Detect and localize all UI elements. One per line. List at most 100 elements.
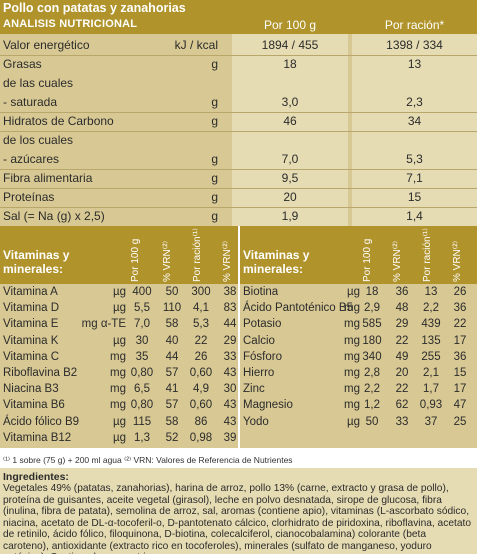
value-vrn-serving: 44	[223, 318, 237, 331]
value-vrn: 62	[395, 399, 409, 412]
value-serving: 0,98	[189, 431, 213, 444]
value-vrn: 48	[395, 302, 409, 315]
ingredients-heading: Ingredientes:	[3, 471, 69, 483]
nutrient-name: Ácido fólico B9	[3, 415, 80, 428]
value-serving: 1,7	[423, 383, 439, 396]
value-vrn-serving: 17	[453, 334, 467, 347]
value-vrn-serving: 43	[223, 399, 237, 412]
nutrient-name: Biotina	[243, 286, 279, 298]
right-row: Ácido Pantoténico B5 mg 2,9 48 2,2 36	[240, 300, 477, 316]
footnote: ⁽¹⁾ 1 sobre (75 g) + 200 ml agua ⁽²⁾ VRN…	[3, 455, 293, 465]
nutrient-unit: µg	[112, 431, 126, 444]
value-per100: 2,2	[364, 383, 380, 396]
value-vrn: 58	[165, 318, 179, 331]
left-row: Vitamina C mg 35 44 26 33	[0, 349, 237, 365]
per-serving-header: Por ración*	[384, 18, 445, 32]
value-serving: 4,1	[193, 302, 209, 315]
nutrient-per100: 1894 / 455	[261, 38, 319, 52]
nutrient-name: Hierro	[243, 367, 275, 379]
value-serving: 255	[421, 350, 441, 363]
nutrient-per100: 18	[283, 57, 297, 71]
nutrient-unit: mg α-TE	[81, 318, 126, 331]
value-vrn-serving: 83	[223, 302, 237, 315]
value-vrn: 41	[165, 383, 179, 396]
left-row: Ácido fólico B9 µg 115 58 86 43	[0, 414, 237, 430]
vitamins-title-line1: Vitaminas y	[3, 248, 70, 262]
nutrient-name: Potasio	[243, 318, 282, 331]
value-vrn-serving: 15	[453, 367, 467, 379]
right-row: Magnesio mg 1,2 62 0,93 47	[240, 397, 477, 413]
value-serving: 22	[194, 334, 208, 347]
nutrient-per100: 1,9	[281, 209, 299, 223]
nutrient-unit: mg	[110, 399, 126, 412]
nutrient-serving: 2,3	[406, 95, 423, 109]
value-vrn-serving: 43	[223, 367, 237, 379]
nutrient-serving: 1398 / 334	[386, 38, 443, 52]
value-serving: 86	[194, 415, 208, 428]
nutrient-serving: 1,4	[406, 209, 423, 223]
nutrient-label: - saturada	[3, 95, 58, 109]
nutrient-name: Vitamina D	[3, 302, 60, 315]
nutrient-serving: 34	[407, 114, 422, 128]
nutrient-label: de las cuales	[3, 76, 74, 90]
value-per100: 1,3	[134, 431, 150, 444]
nutrient-name: Vitamina A	[3, 286, 58, 298]
nutrient-name: Ácido Pantoténico B5	[243, 302, 353, 315]
nutrition-table: Valor energético kJ / kcal 1894 / 455 1398 …	[0, 34, 477, 226]
nutrient-unit: µg	[112, 334, 126, 347]
left-row: Vitamina B6 mg 0,80 57 0,60 43	[0, 397, 237, 413]
value-vrn-serving: 47	[453, 399, 467, 412]
nutrient-per100: 20	[283, 190, 297, 204]
nutrient-unit: mg	[110, 383, 126, 396]
value-vrn: 57	[165, 367, 179, 379]
value-serving: 0,93	[419, 399, 443, 412]
nutrient-label: Grasas	[3, 57, 42, 71]
nutrient-label: Proteínas	[3, 190, 55, 204]
value-serving: 2,1	[423, 367, 439, 379]
value-vrn: 52	[165, 431, 179, 444]
right-row: Biotina µg 18 36 13 26	[240, 284, 477, 300]
nutrient-unit: mg	[344, 383, 360, 396]
value-vrn: 57	[165, 399, 179, 412]
nutrient-unit: g	[211, 209, 218, 223]
nutrient-name: Vitamina C	[3, 350, 60, 363]
nutrient-per100: 46	[283, 114, 297, 128]
nutrient-name: Vitamina B12	[3, 431, 72, 444]
nutrient-unit: mg	[344, 318, 360, 331]
value-per100: 0,80	[130, 367, 154, 379]
value-vrn-serving: 22	[453, 318, 467, 331]
col-vrn-left: % VRN⁽²⁾	[162, 240, 173, 282]
nutrient-unit: g	[211, 171, 218, 185]
value-vrn: 44	[165, 350, 179, 363]
value-per100: 2,8	[364, 367, 380, 379]
value-vrn-serving: 29	[223, 334, 237, 347]
section-subtitle: ANALISIS NUTRICIONAL	[3, 18, 138, 30]
value-per100: 180	[362, 334, 382, 347]
nutrient-unit: g	[211, 152, 218, 166]
per-serving-column-bg	[352, 34, 477, 226]
value-per100: 7,0	[134, 318, 150, 331]
value-per100: 50	[365, 415, 379, 428]
nutrient-unit: g	[211, 190, 218, 204]
left-row: Vitamina E mg α-TE 7,0 58 5,3 44	[0, 316, 237, 332]
value-vrn-serving: 25	[453, 415, 467, 428]
nutrient-serving: 15	[407, 190, 422, 204]
nutrient-name: Vitamina B6	[3, 399, 65, 412]
nutrient-label: Hidratos de Carbono	[3, 114, 114, 128]
header-band: Pollo con patatas y zanahorias ANALISIS …	[0, 0, 477, 34]
nutrient-unit: g	[211, 114, 218, 128]
nutrient-label: Sal (= Na (g) x 2,5)	[3, 209, 105, 223]
nutrient-row: de los cuales	[0, 129, 477, 151]
vitamins-title: Vitaminas y minerales:	[3, 248, 69, 276]
nutrient-unit: mg	[110, 367, 126, 379]
nutrient-unit: mg	[344, 334, 360, 347]
right-row: Potasio mg 585 29 439 22	[240, 316, 477, 332]
value-serving: 13	[424, 286, 438, 298]
nutrient-label: Valor energético	[3, 38, 90, 52]
nutrient-row: de las cuales	[0, 72, 477, 94]
value-vrn: 49	[395, 350, 409, 363]
nutrient-name: Zinc	[243, 383, 265, 396]
nutrient-serving: 7,1	[406, 171, 423, 185]
vitamins-header-right: Vitaminas y minerales: Por 100 g % VRN⁽²…	[240, 226, 477, 284]
minerals-title-line1: Vitaminas y	[243, 248, 310, 262]
